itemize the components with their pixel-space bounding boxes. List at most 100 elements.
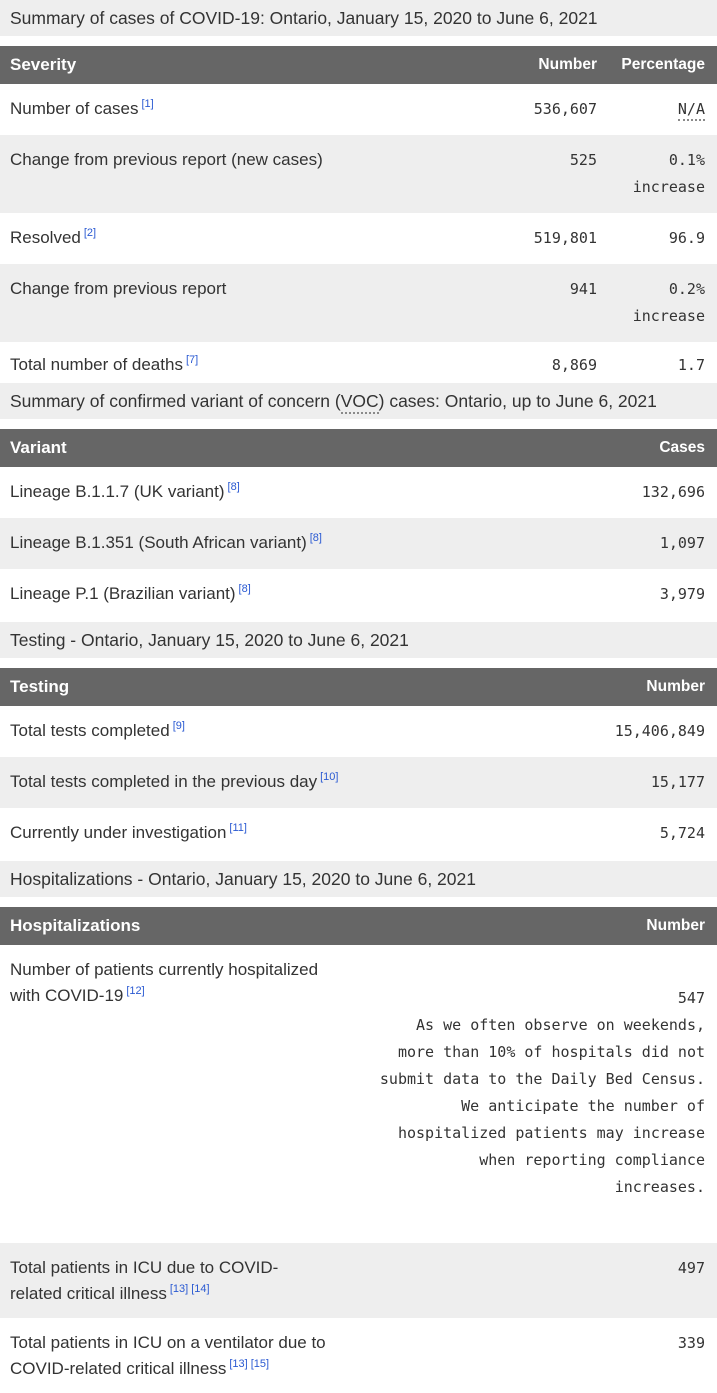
cell-number: 5,724: [659, 824, 705, 842]
table-row: Currently under investigation [11] 5,724: [0, 808, 717, 859]
cell-number: 497: [677, 1259, 705, 1277]
section-title: Summary of confirmed variant of concern …: [0, 383, 717, 419]
cell-percentage: 1.7: [677, 356, 705, 374]
table-row: Resolved [2] 519,801 96.9: [0, 213, 717, 264]
column-header-number: Number: [538, 56, 597, 73]
cell-number: 547: [677, 989, 705, 1007]
cell-number: 519,801: [533, 229, 597, 247]
cell-number: 339: [677, 1334, 705, 1352]
table-row: Total number of deaths [7] 8,869 1.7: [0, 342, 717, 381]
column-header-variant: Variant: [10, 438, 67, 458]
row-label-text: Resolved: [10, 228, 81, 247]
table-header-testing: Testing Number: [0, 668, 717, 706]
cell-value-group: 339: [330, 1330, 705, 1357]
footnote-ref[interactable]: [8]: [309, 532, 322, 545]
column-header-number: Number: [646, 917, 705, 934]
footnote-ref[interactable]: [1]: [141, 98, 154, 111]
cell-value-group: 547 As we often observe on weekends, mor…: [330, 957, 705, 1201]
na-abbr[interactable]: N/A: [677, 100, 705, 121]
row-label-text: Total tests completed: [10, 721, 170, 740]
section-title-text: Hospitalizations - Ontario, January 15, …: [10, 869, 476, 889]
cell-number: 132,696: [641, 483, 705, 501]
row-label-text: Change from previous report (new cases): [10, 150, 323, 169]
cell-percentage: 0.2% increase: [632, 280, 705, 325]
row-label: Total patients in ICU on a ventilator du…: [10, 1330, 330, 1381]
cell-number: 1,097: [659, 534, 705, 552]
row-label-text: Number of patients currently hospitalize…: [10, 960, 319, 1005]
table-row: Lineage P.1 (Brazilian variant) [8] 3,979: [0, 569, 717, 620]
row-label: Currently under investigation [11]: [10, 820, 565, 846]
row-label-text: Total number of deaths: [10, 355, 183, 374]
section-testing: Testing - Ontario, January 15, 2020 to J…: [0, 622, 717, 859]
section-cases-summary: Summary of cases of COVID-19: Ontario, J…: [0, 0, 717, 381]
row-label-text: Lineage B.1.351 (South African variant): [10, 533, 307, 552]
row-label-text: Total patients in ICU due to COVID-relat…: [10, 1258, 279, 1303]
row-label: Number of cases [1]: [10, 96, 457, 122]
section-title: Hospitalizations - Ontario, January 15, …: [0, 861, 717, 897]
table-row: Change from previous report 941 0.2% inc…: [0, 264, 717, 342]
column-header-cases: Cases: [659, 439, 705, 456]
footnote-ref[interactable]: [8]: [238, 583, 251, 596]
row-label-text: Change from previous report: [10, 279, 227, 298]
cell-number: 941: [569, 280, 597, 298]
footnote-ref[interactable]: [8]: [227, 481, 240, 494]
column-header-percentage: Percentage: [621, 56, 705, 73]
cell-number: 15,177: [650, 773, 705, 791]
section-title: Testing - Ontario, January 15, 2020 to J…: [0, 622, 717, 658]
cell-number: 3,979: [659, 585, 705, 603]
table-row: Total tests completed [9] 15,406,849: [0, 706, 717, 757]
row-label-text: Number of cases: [10, 99, 139, 118]
table-row: Lineage B.1.1.7 (UK variant) [8] 132,696: [0, 467, 717, 518]
voc-abbr[interactable]: VOC: [340, 391, 379, 414]
cell-percentage: 96.9: [668, 229, 705, 247]
row-label: Total tests completed in the previous da…: [10, 769, 565, 795]
section-hospitalizations: Hospitalizations - Ontario, January 15, …: [0, 861, 717, 1393]
section-title-text: Summary of confirmed variant of concern …: [10, 391, 341, 411]
footnote-ref[interactable]: [2]: [83, 227, 97, 240]
footnote-ref[interactable]: [13] [15]: [229, 1357, 270, 1370]
footnote-ref[interactable]: [7]: [185, 354, 199, 367]
cell-percentage: N/A: [597, 96, 705, 123]
table-row: Change from previous report (new cases) …: [0, 135, 717, 213]
footnote-ref[interactable]: [12]: [126, 984, 145, 997]
row-label: Lineage B.1.351 (South African variant)[…: [10, 530, 565, 556]
table-row: Lineage B.1.351 (South African variant)[…: [0, 518, 717, 569]
cell-number: 8,869: [551, 356, 597, 374]
footnote-ref[interactable]: [10]: [320, 771, 339, 784]
table-row: Total tests completed in the previous da…: [0, 757, 717, 808]
section-title-text: Testing - Ontario, January 15, 2020 to J…: [10, 630, 409, 650]
row-label: Change from previous report (new cases): [10, 147, 457, 173]
row-label: Lineage B.1.1.7 (UK variant) [8]: [10, 479, 565, 505]
column-header-number: Number: [646, 678, 705, 695]
column-header-hospitalizations: Hospitalizations: [10, 916, 141, 936]
section-title-text: ) cases: Ontario, up to June 6, 2021: [378, 391, 657, 411]
section-title-text: Summary of cases of COVID-19: Ontario, J…: [10, 8, 598, 28]
table-header-severity: Severity Number Percentage: [0, 46, 717, 84]
column-header-testing: Testing: [10, 677, 70, 697]
cell-number: 15,406,849: [614, 722, 705, 740]
cell-percentage: 0.1% increase: [632, 151, 705, 196]
footnote-ref[interactable]: [9]: [172, 720, 185, 733]
table-header-variant: Variant Cases: [0, 429, 717, 467]
cell-number: 525: [569, 151, 597, 169]
table-row: Number of cases [1] 536,607 N/A: [0, 84, 717, 135]
row-label: Lineage P.1 (Brazilian variant) [8]: [10, 581, 565, 607]
row-label-text: Currently under investigation: [10, 823, 227, 842]
section-voc-summary: Summary of confirmed variant of concern …: [0, 383, 717, 620]
section-title: Summary of cases of COVID-19: Ontario, J…: [0, 0, 717, 36]
footnote-ref[interactable]: [13] [14]: [169, 1282, 210, 1295]
table-header-hospitalizations: Hospitalizations Number: [0, 907, 717, 945]
table-row: Total patients in ICU due to COVID-relat…: [0, 1243, 717, 1318]
cell-number: 536,607: [533, 100, 597, 118]
column-header-severity: Severity: [10, 55, 77, 75]
cell-value-group: 497: [330, 1255, 705, 1282]
row-label: Total patients in ICU due to COVID-relat…: [10, 1255, 330, 1306]
footnote-ref[interactable]: [11]: [229, 822, 247, 835]
row-label: Number of patients currently hospitalize…: [10, 957, 330, 1008]
row-label: Resolved [2]: [10, 225, 457, 251]
row-label: Total tests completed [9]: [10, 718, 565, 744]
table-row: Number of patients currently hospitalize…: [0, 945, 717, 1243]
row-label-text: Total patients in ICU on a ventilator du…: [10, 1333, 326, 1378]
row-label-text: Lineage B.1.1.7 (UK variant): [10, 482, 225, 501]
hospitalization-note: As we often observe on weekends, more th…: [379, 1016, 705, 1196]
